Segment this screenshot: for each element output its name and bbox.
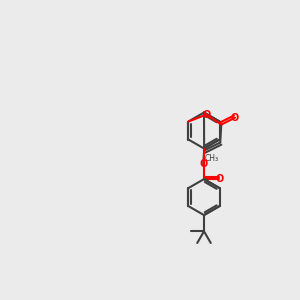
Text: O: O	[215, 174, 224, 184]
Text: CH₃: CH₃	[205, 154, 219, 163]
Text: O: O	[202, 110, 210, 120]
Text: O: O	[200, 159, 208, 169]
Text: O: O	[231, 113, 239, 123]
